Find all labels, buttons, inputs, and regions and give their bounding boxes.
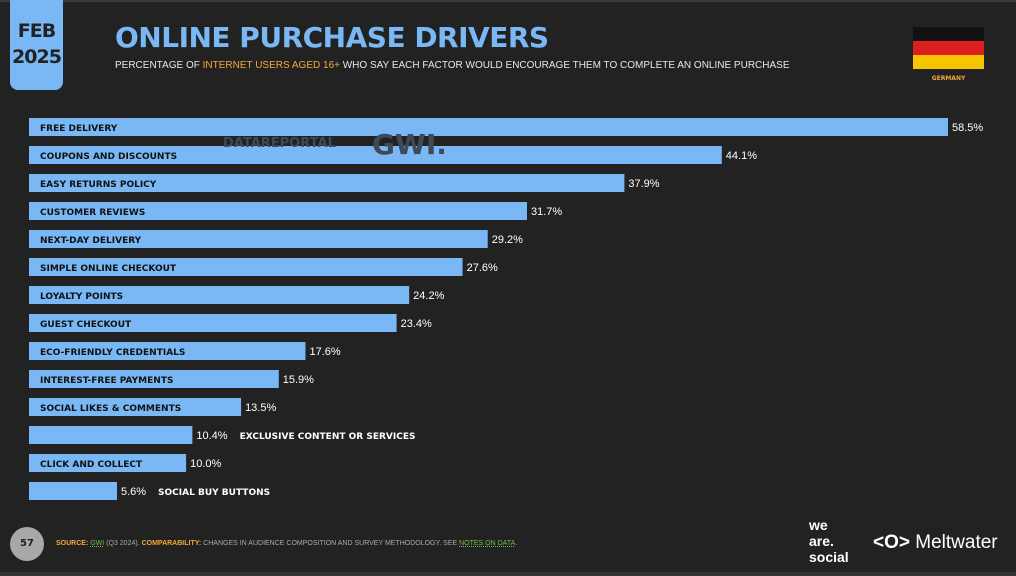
footer-end: . (515, 540, 518, 547)
category-label: FREE DELIVERY (40, 124, 118, 134)
we-are-social-logo: we are. social (809, 517, 849, 565)
value-label: 23.4% (401, 318, 432, 330)
bar (29, 426, 193, 444)
category-label: LOYALTY POINTS (40, 292, 123, 302)
bottom-border (0, 572, 1016, 576)
value-label: 44.1% (726, 150, 757, 162)
watermark-gwi: GWI. (372, 128, 447, 161)
bar (29, 454, 187, 472)
source-link[interactable]: GWI (90, 540, 105, 547)
bar (29, 118, 948, 136)
bar (29, 258, 463, 276)
subtitle: PERCENTAGE OF INTERNET USERS AGED 16+ WH… (115, 60, 790, 72)
date-year: 2025 (12, 46, 62, 68)
value-label: 5.6% (121, 486, 146, 498)
meltwater-logo: <O> Meltwater (873, 532, 998, 554)
page-title: ONLINE PURCHASE DRIVERS (115, 21, 549, 54)
category-label: SOCIAL BUY BUTTONS (158, 488, 270, 498)
meltwater-text: Meltwater (915, 532, 998, 553)
bar (29, 146, 722, 164)
category-label: EASY RETURNS POLICY (40, 180, 157, 190)
value-label: 58.5% (952, 122, 983, 134)
bar (29, 202, 527, 220)
bar (29, 314, 397, 332)
value-label: 13.5% (245, 402, 276, 414)
category-label: ECO-FRIENDLY CREDENTIALS (40, 348, 185, 358)
bar (29, 370, 279, 388)
date-month: FEB (17, 20, 56, 42)
subtitle-post: WHO SAY EACH FACTOR WOULD ENCOURAGE THEM… (339, 60, 790, 71)
value-label: 15.9% (283, 374, 314, 386)
meltwater-mark-icon: <O> (873, 532, 910, 553)
source-detail: (Q3 2024). (104, 540, 142, 547)
comparability-text: CHANGES IN AUDIENCE COMPOSITION AND SURV… (201, 540, 460, 547)
subtitle-pre: PERCENTAGE OF (115, 60, 203, 71)
date-badge: FEB 2025 (10, 0, 63, 90)
category-label: CLICK AND COLLECT (40, 460, 143, 470)
category-label: SOCIAL LIKES & COMMENTS (40, 404, 181, 414)
logo-line: are. (809, 533, 834, 549)
country-label: GERMANY (931, 75, 966, 82)
footer-source: SOURCE: GWI (Q3 2024). COMPARABILITY: CH… (56, 539, 517, 548)
bar (29, 482, 117, 500)
value-label: 31.7% (531, 206, 562, 218)
notes-on-data-link[interactable]: NOTES ON DATA (459, 540, 516, 547)
value-label: 29.2% (492, 234, 523, 246)
bar (29, 174, 625, 192)
category-label: SIMPLE ONLINE CHECKOUT (40, 264, 177, 274)
value-label: 27.6% (467, 262, 498, 274)
bar (29, 230, 488, 248)
value-label: 17.6% (309, 346, 340, 358)
subtitle-highlight: INTERNET USERS AGED 16+ (202, 60, 340, 71)
category-label: GUEST CHECKOUT (40, 320, 132, 330)
watermark-datareportal: DATAREPORTAL (223, 136, 336, 151)
category-label: COUPONS AND DISCOUNTS (40, 152, 177, 162)
logo-line: we (809, 517, 828, 533)
logo-line: social (809, 549, 849, 565)
comparability-label: COMPARABILITY: (141, 540, 202, 547)
value-label: 24.2% (413, 290, 444, 302)
category-label: CUSTOMER REVIEWS (40, 208, 145, 218)
category-label: INTEREST-FREE PAYMENTS (40, 376, 173, 386)
bar (29, 286, 410, 304)
category-label: EXCLUSIVE CONTENT OR SERVICES (240, 432, 416, 442)
value-label: 37.9% (628, 178, 659, 190)
category-label: NEXT-DAY DELIVERY (40, 236, 142, 246)
source-label: SOURCE: (56, 540, 89, 547)
bar (29, 342, 306, 360)
germany-flag-icon (913, 27, 984, 69)
top-border (0, 0, 1016, 2)
value-label: 10.4% (196, 430, 227, 442)
value-label: 10.0% (190, 458, 221, 470)
page-number: 57 (10, 527, 44, 561)
bar (29, 398, 242, 416)
